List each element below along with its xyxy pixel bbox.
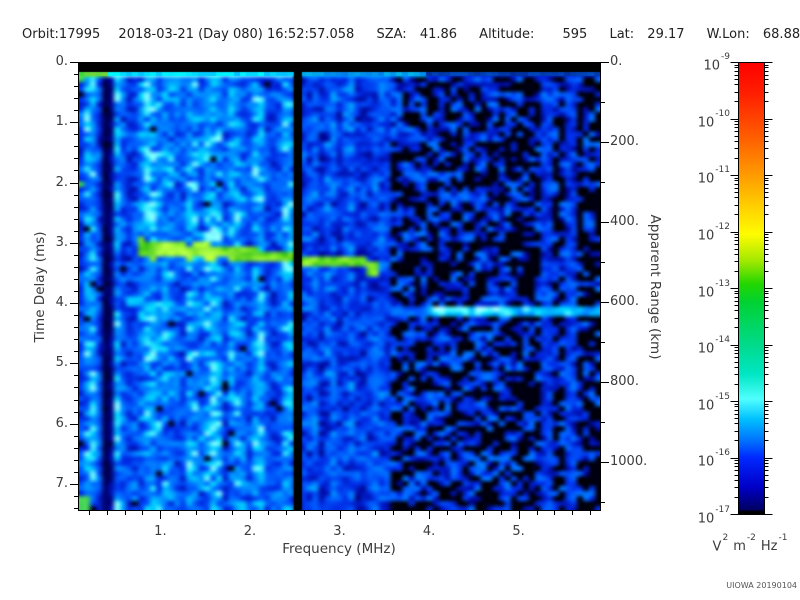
- spectrogram-canvas: [78, 62, 601, 511]
- header: Orbit:17995 2018-03-21 (Day 080) 16:52:5…: [22, 27, 800, 42]
- colorbar-tick-label: 10-13: [697, 279, 730, 301]
- colorbar-tick-label: 10-9: [703, 52, 730, 74]
- lat-value: 29.17: [647, 27, 685, 42]
- y-tick-label: 2.: [55, 174, 68, 190]
- x-tick-label: 4.: [422, 524, 436, 539]
- lat-label: Lat:: [609, 27, 635, 42]
- sza-value: 41.86: [419, 27, 458, 42]
- colorbar-tick-label: 10-10: [697, 109, 730, 131]
- altitude-value: 595: [562, 27, 588, 42]
- y-tick-label: 5.: [55, 355, 68, 371]
- x-tick-label: 2.: [243, 524, 257, 539]
- colorbar-tick-label: 10-11: [697, 165, 730, 187]
- y-axis-title: Time Delay (ms): [32, 231, 48, 343]
- x-axis-title: Frequency (MHz): [282, 541, 396, 557]
- colorbar-tick-label: 10-16: [697, 448, 730, 470]
- y-tick-label: 1.: [55, 114, 68, 130]
- wlon-value: 68.88: [762, 27, 800, 42]
- colorbar: [739, 63, 764, 514]
- datetime-value: 2018-03-21 (Day 080) 16:52:57.058: [118, 27, 355, 42]
- orbit-value: Orbit:17995: [22, 27, 101, 42]
- y-tick-label: 7.: [55, 475, 68, 491]
- x-tick-label: 1.: [154, 524, 167, 539]
- colorbar-unit: V2m-2Hz-1: [712, 533, 788, 555]
- x-tick-label: 5.: [512, 524, 525, 539]
- colorbar-tick-label: 10-14: [697, 335, 730, 357]
- y-tick-label: 6.: [55, 415, 68, 431]
- sza-label: SZA:: [376, 27, 407, 42]
- y2-tick-label: 800.: [610, 374, 639, 390]
- colorbar-tick-label: 10-15: [697, 392, 730, 414]
- x-tick-label: 3.: [333, 524, 346, 539]
- altitude-label: Altitude:: [479, 27, 535, 42]
- y2-tick-label: 200.: [610, 134, 639, 150]
- y-tick-label: 0.: [55, 54, 68, 69]
- credit-text: UIOWA 20190104: [726, 581, 797, 590]
- wlon-label: W.Lon:: [706, 27, 750, 42]
- colorbar-tick-label: 10-12: [697, 222, 730, 244]
- colorbar-tick-label: 10-17: [697, 505, 730, 527]
